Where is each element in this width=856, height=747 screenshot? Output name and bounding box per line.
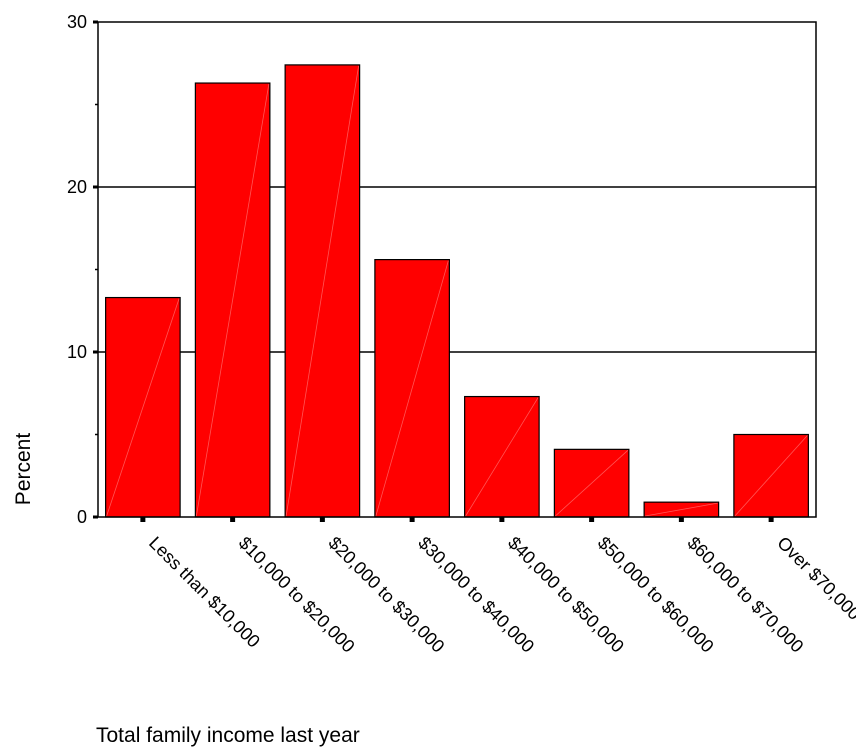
y-axis-label: Percent [12, 433, 35, 506]
y-tick-label: 20 [67, 177, 87, 197]
bar-highlight [555, 450, 629, 517]
bar-highlight [106, 298, 180, 517]
x-category-label: Over $70,000 [773, 533, 856, 624]
y-axis-ticks: 0 10 20 30 [67, 12, 98, 527]
bar-highlight [285, 65, 360, 517]
x-axis-label: Total family income last year [96, 724, 360, 747]
bar-highlight [645, 502, 718, 517]
bar-highlight [734, 435, 808, 517]
bars [105, 64, 809, 518]
x-axis-ticks: Less than $10,000$10,000 to $20,000$20,0… [140, 517, 856, 657]
bar-highlight [195, 83, 270, 517]
y-tick-label: 30 [67, 12, 87, 32]
y-tick-label: 10 [67, 342, 87, 362]
bar-highlight [465, 397, 539, 517]
bar-highlight [375, 260, 449, 517]
y-tick-label: 0 [77, 507, 87, 527]
